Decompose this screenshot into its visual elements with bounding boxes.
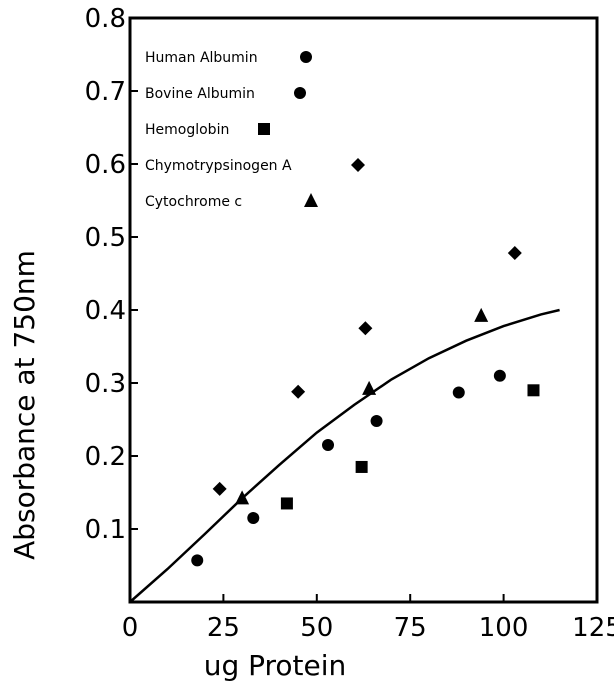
data-point-square: [527, 384, 540, 397]
data-point-diamond: [212, 481, 227, 496]
y-axis-ticks: 0.1 0.2 0.3 0.4 0.5 0.6 0.7 0.8: [85, 4, 138, 545]
data-point-circle: [370, 414, 383, 427]
data-point-diamond: [507, 246, 522, 261]
data-point-circle: [247, 512, 260, 525]
data-point-circle: [322, 439, 335, 452]
data-point-triangle: [474, 307, 489, 322]
data-point-diamond: [291, 384, 306, 399]
x-tick-label: 50: [300, 613, 333, 643]
y-tick-label: 0.2: [85, 442, 126, 472]
data-point-square: [355, 460, 368, 473]
legend-label: Human Albumin: [145, 50, 258, 66]
data-point-circle: [452, 386, 465, 399]
legend-marker-circle: [300, 51, 312, 63]
y-tick-label: 0.7: [85, 77, 126, 107]
data-point-triangle: [235, 490, 250, 505]
legend-label: Bovine Albumin: [145, 86, 255, 102]
x-tick-label: 0: [122, 613, 139, 643]
data-point-diamond: [358, 321, 373, 336]
fit-curve: [129, 308, 560, 603]
legend-marker-triangle: [304, 193, 318, 207]
y-tick-label: 0.8: [85, 4, 126, 34]
x-tick-label: 25: [207, 613, 240, 643]
y-axis-title: Absorbance at 750nm: [8, 250, 41, 560]
legend: Human Albumin Bovine Albumin Hemoglobin Chy…: [145, 50, 365, 210]
data-points-layer: [191, 246, 540, 567]
legend-marker-square: [258, 123, 270, 135]
x-tick-label: 125: [572, 613, 614, 643]
legend-label: Hemoglobin: [145, 122, 229, 138]
y-tick-label: 0.5: [85, 223, 126, 253]
legend-marker-circle: [294, 87, 306, 99]
data-point-triangle: [362, 380, 377, 395]
y-tick-label: 0.6: [85, 150, 126, 180]
legend-label: Chymotrypsinogen A: [145, 158, 292, 174]
legend-marker-diamond: [351, 158, 365, 172]
x-tick-label: 75: [394, 613, 427, 643]
y-tick-label: 0.1: [85, 515, 126, 545]
data-point-circle: [493, 369, 506, 382]
plot-frame: [128, 16, 599, 604]
x-axis-title: ug Protein: [204, 649, 347, 681]
fit-curve-layer: [129, 308, 560, 603]
data-point-square: [280, 497, 293, 510]
y-tick-label: 0.4: [85, 296, 126, 326]
legend-label: Cytochrome c: [145, 194, 242, 210]
data-point-circle: [191, 554, 204, 567]
x-axis-ticks: 0 25 50 75 100 125: [122, 594, 614, 643]
y-tick-label: 0.3: [85, 369, 126, 399]
x-tick-label: 100: [479, 613, 529, 643]
